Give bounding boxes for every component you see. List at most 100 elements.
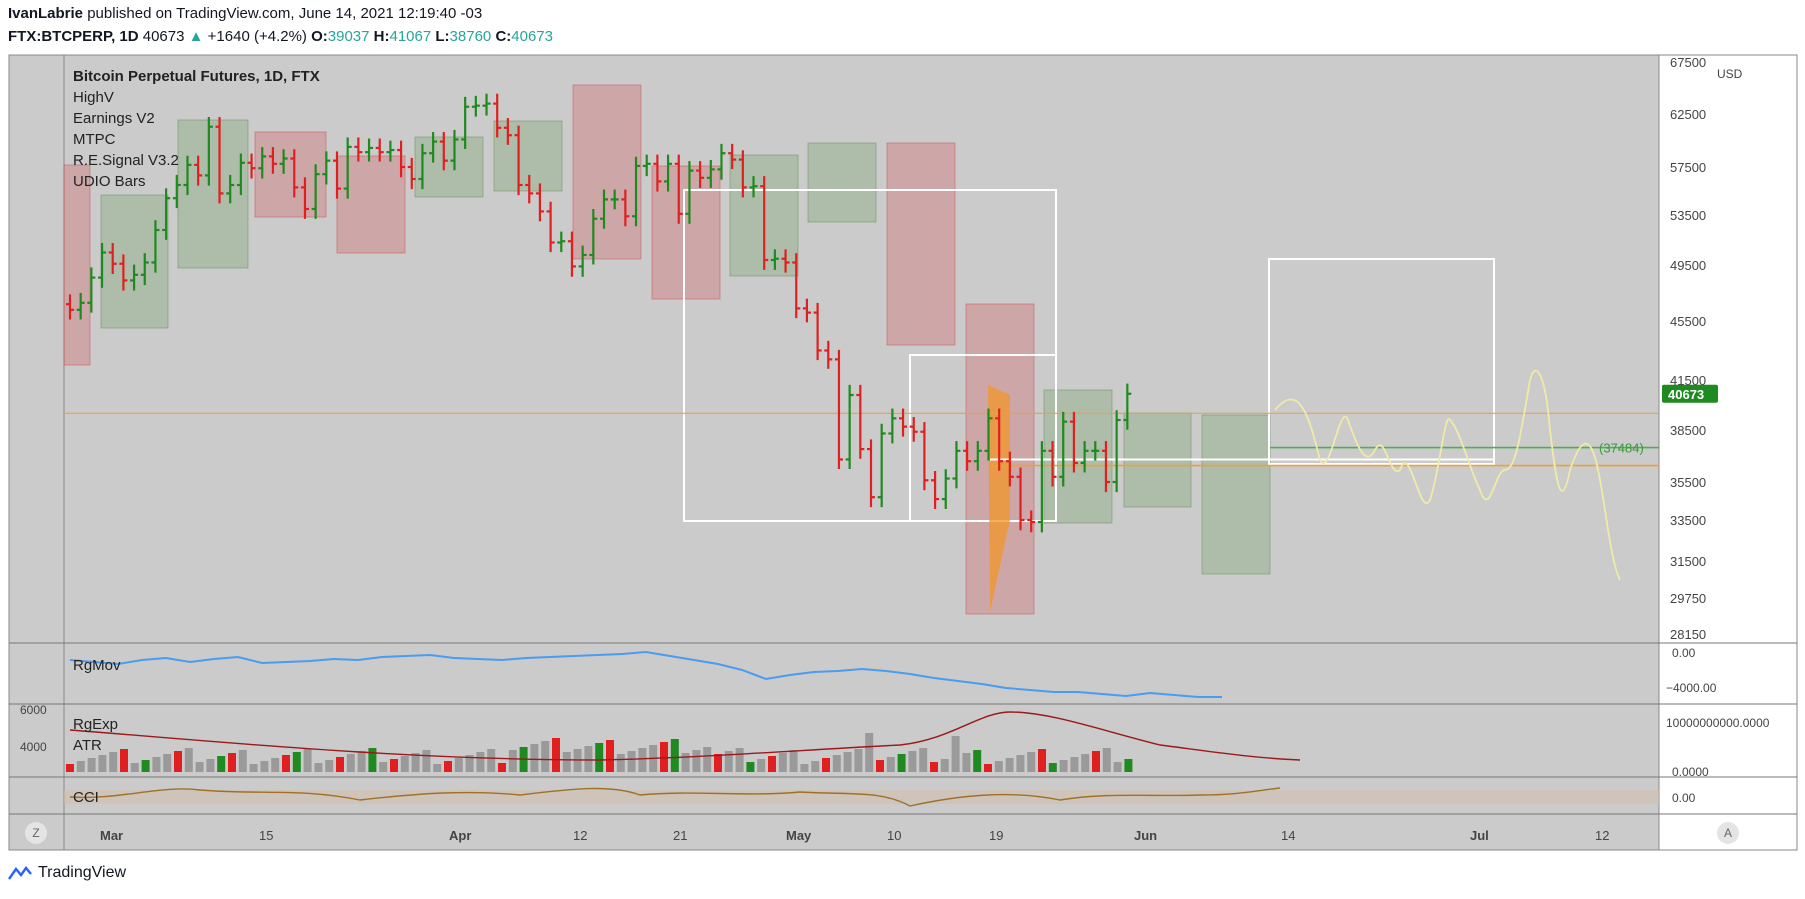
- ohlc-bar: [802, 298, 811, 323]
- volume-bar: [1092, 751, 1100, 772]
- volume-bar: [811, 761, 820, 772]
- rgexp-tick: 10000000000.0000: [1666, 716, 1770, 730]
- ohlc-bar: [87, 267, 96, 313]
- ohlc-bar: [600, 189, 608, 229]
- ohlc-bar: [696, 161, 705, 188]
- rgmov-line: [69, 650, 1222, 698]
- ohlc-bar: [813, 302, 822, 361]
- price-tick-label: 29750: [1670, 591, 1706, 606]
- volume-bar: [822, 758, 830, 772]
- ohlc-bar: [1091, 441, 1100, 461]
- ohlc-bar: [770, 249, 779, 270]
- price-tick-label: 31500: [1670, 554, 1706, 569]
- atr-label[interactable]: ATR: [73, 737, 102, 754]
- ohlc-bar: [567, 231, 576, 277]
- volume-bar: [1102, 748, 1111, 772]
- volume-bar: [994, 761, 1003, 772]
- time-tick-label: 10: [887, 828, 901, 843]
- ohlc-bar: [589, 209, 598, 265]
- ohlc-bar: [557, 231, 566, 253]
- ohlc-bar: [867, 439, 875, 508]
- ohlc-bar: [247, 153, 256, 179]
- volume-bar: [336, 757, 344, 772]
- ohlc-bar: [375, 138, 384, 162]
- cci-label[interactable]: CCI: [73, 789, 99, 806]
- volume-bar: [843, 752, 852, 772]
- open-value: 39037: [327, 28, 370, 45]
- ohlc-bar: [194, 155, 203, 186]
- volume-bar: [897, 754, 906, 772]
- ohlc-bar: [877, 423, 886, 508]
- projection-box: [1268, 258, 1495, 465]
- last-price: 40673: [142, 28, 185, 45]
- ohlc-bar: [535, 183, 544, 222]
- price-tick-label: 53500: [1670, 208, 1706, 223]
- ohlc-bar: [268, 147, 277, 174]
- ohlc-bar: [941, 469, 950, 509]
- volume-bar: [163, 754, 172, 772]
- low-value: 38760: [449, 28, 492, 45]
- volume-bar: [681, 753, 690, 772]
- ohlc-bar: [322, 151, 331, 185]
- tradingview-logo[interactable]: TradingView: [8, 864, 126, 882]
- volume-bar: [1081, 754, 1090, 772]
- volume-bar: [314, 763, 323, 772]
- ohlc-bar: [995, 408, 1004, 471]
- chart-background: [9, 55, 1659, 850]
- rgexp-tick: 0.0000: [1672, 765, 1709, 779]
- signal-zone: [254, 131, 327, 218]
- chart-frame: [8, 54, 1798, 851]
- price-tick-label: 57500: [1670, 160, 1706, 175]
- volume-bar: [973, 750, 982, 772]
- ohlc-bar: [931, 471, 940, 509]
- ohlc-bar: [578, 245, 587, 277]
- ohlc-bar: [172, 174, 181, 209]
- volume-bar: [411, 753, 420, 772]
- ohlc-bar: [845, 384, 854, 470]
- cci-line: [69, 787, 1281, 807]
- rgexp-label[interactable]: RgExp: [73, 716, 119, 733]
- z-button[interactable]: Z: [25, 822, 47, 844]
- volume-bar: [660, 742, 668, 772]
- ohlc-bar: [429, 132, 438, 163]
- ohlc-bar: [664, 154, 673, 192]
- volume-bar: [487, 749, 496, 772]
- ohlc-bar: [279, 149, 288, 174]
- volume-bar: [1016, 755, 1025, 772]
- volume-bar: [476, 752, 485, 772]
- time-tick-label: 21: [673, 828, 687, 843]
- price-tick-label: 28150: [1670, 627, 1706, 642]
- projection-box: [909, 354, 1057, 522]
- ohlc-bar: [151, 220, 160, 273]
- volume-bar: [120, 749, 128, 772]
- volume-bar: [76, 761, 85, 772]
- author-name[interactable]: IvanLabrie: [8, 5, 84, 22]
- signal-zone: [651, 165, 721, 300]
- chart-title[interactable]: Bitcoin Perpetual Futures, 1D, FTX: [73, 68, 320, 85]
- high-value: 41067: [389, 28, 432, 45]
- last-price-tag-text: 40673: [1668, 387, 1704, 402]
- ohlc-bar: [215, 116, 224, 204]
- ohlc-bar: [834, 349, 843, 470]
- a-button[interactable]: A: [1717, 822, 1739, 844]
- time-tick-label: Jun: [1134, 828, 1157, 843]
- time-tick-label: Mar: [100, 828, 123, 843]
- volume-bar: [400, 756, 409, 772]
- cci-tick: 0.00: [1672, 791, 1696, 805]
- rgmov-label[interactable]: RgMov: [73, 657, 121, 674]
- volume-bar: [703, 747, 712, 772]
- ohlc-bar: [781, 249, 790, 273]
- signal-zone: [886, 142, 956, 346]
- ohlc-bar: [76, 292, 85, 320]
- volume-bar: [66, 764, 74, 772]
- volume-bar: [1048, 763, 1057, 772]
- indicator-highv[interactable]: HighV: [73, 89, 114, 106]
- indicator-mtpc[interactable]: MTPC: [73, 131, 116, 148]
- indicator-resignal[interactable]: R.E.Signal V3.2: [73, 152, 179, 169]
- volume-bar: [238, 750, 247, 772]
- indicator-earnings[interactable]: Earnings V2: [73, 110, 155, 127]
- indicator-udio[interactable]: UDIO Bars: [73, 173, 146, 190]
- signal-zone: [1201, 414, 1271, 575]
- volume-bar: [1070, 757, 1079, 772]
